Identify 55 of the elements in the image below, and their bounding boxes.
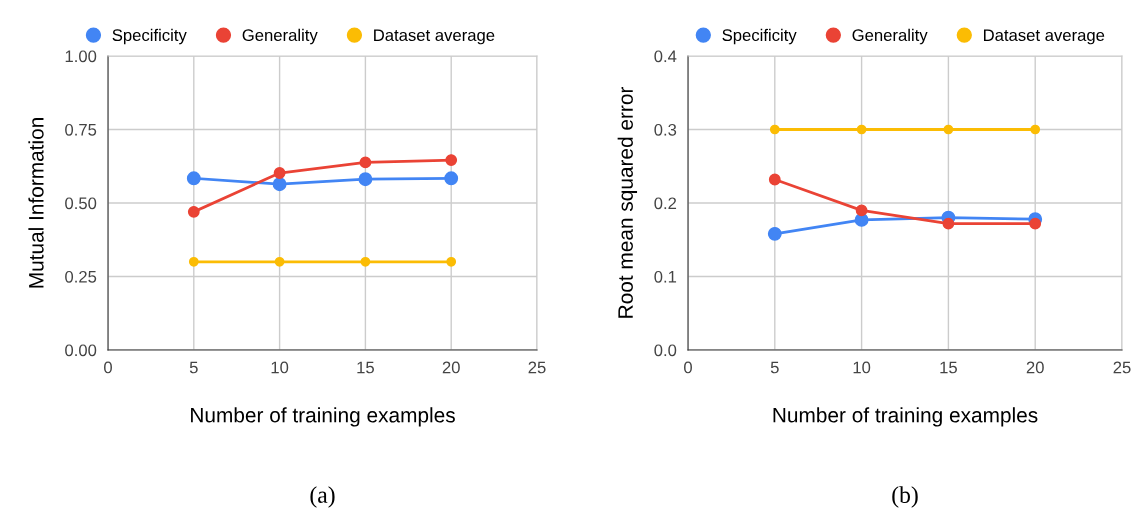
- y-tick-label: 0.50: [65, 197, 97, 210]
- point: [359, 156, 372, 169]
- point: [768, 173, 781, 186]
- legend-label: Dataset average: [983, 29, 1105, 45]
- x-tick-label: 25: [528, 361, 546, 374]
- x-tick-label: 10: [853, 361, 871, 374]
- point: [1029, 217, 1042, 230]
- x-tick-label: 5: [189, 361, 198, 374]
- point: [445, 154, 458, 166]
- point: [444, 171, 459, 186]
- point: [769, 124, 780, 135]
- x-tick-label: 20: [1026, 361, 1044, 374]
- x-tick-label: 15: [940, 361, 957, 374]
- x-tick-label: 15: [357, 361, 374, 374]
- point: [856, 124, 867, 135]
- text: (b): [892, 486, 918, 508]
- y-axis-title: Root mean squared error: [617, 86, 638, 318]
- point: [1030, 124, 1041, 135]
- point: [446, 256, 457, 267]
- point: [767, 226, 782, 241]
- point: [360, 256, 371, 267]
- point: [855, 204, 868, 217]
- point: [187, 205, 200, 218]
- x-axis-title: Number of training examples: [191, 407, 455, 427]
- x-axis-title: Number of training examples: [773, 407, 1038, 427]
- legend-label: Generality: [242, 28, 318, 45]
- legend-label: Specificity: [722, 28, 797, 45]
- y-tick-label: 0.0: [654, 344, 677, 357]
- x-tick-label: 25: [1113, 361, 1131, 374]
- y-axis-title: Mutual Information: [28, 118, 44, 288]
- point: [943, 124, 954, 135]
- point: [942, 217, 955, 230]
- y-tick-label: 0.1: [654, 270, 677, 283]
- x-tick-label: 5: [770, 361, 779, 374]
- point: [358, 172, 373, 187]
- legend-label: Specificity: [112, 28, 187, 45]
- y-tick-label: 0.3: [654, 123, 677, 136]
- y-tick-label: 0.2: [654, 197, 677, 210]
- x-tick-label: 10: [271, 361, 289, 374]
- y-tick-label: 0.4: [654, 50, 677, 63]
- point: [186, 171, 201, 186]
- legend-label: Generality: [852, 28, 928, 45]
- point: [188, 256, 199, 267]
- legend-label: Dataset average: [374, 29, 495, 45]
- y-tick-label: 0.00: [65, 344, 97, 357]
- point: [272, 177, 287, 192]
- x-tick-label: 0: [104, 361, 112, 374]
- point: [274, 256, 285, 267]
- y-tick-label: 0.75: [65, 123, 97, 136]
- text: (a): [310, 486, 335, 508]
- point: [273, 167, 286, 179]
- x-tick-label: 0: [684, 361, 692, 374]
- y-tick-label: 1.00: [65, 50, 97, 63]
- y-tick-label: 0.25: [65, 270, 97, 283]
- x-tick-label: 20: [442, 361, 460, 374]
